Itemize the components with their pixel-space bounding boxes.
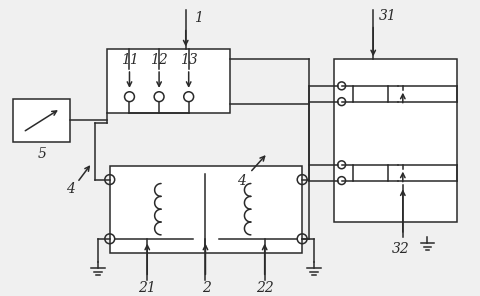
Text: 13: 13 bbox=[180, 53, 198, 67]
Text: 1: 1 bbox=[193, 11, 203, 25]
Text: 22: 22 bbox=[256, 281, 274, 295]
Text: 4: 4 bbox=[238, 173, 246, 188]
Bar bbox=[13, 99, 70, 142]
Text: 11: 11 bbox=[120, 53, 138, 67]
Bar bbox=[110, 166, 302, 252]
Bar bbox=[353, 86, 388, 102]
Text: 12: 12 bbox=[150, 53, 168, 67]
Text: 32: 32 bbox=[392, 242, 410, 256]
Text: 21: 21 bbox=[138, 281, 156, 295]
Bar bbox=[334, 59, 457, 222]
Text: 4: 4 bbox=[66, 182, 75, 197]
Bar bbox=[353, 165, 388, 181]
Text: 2: 2 bbox=[202, 281, 211, 295]
Text: 5: 5 bbox=[37, 147, 46, 161]
Text: 31: 31 bbox=[379, 9, 397, 23]
Bar bbox=[107, 49, 230, 113]
